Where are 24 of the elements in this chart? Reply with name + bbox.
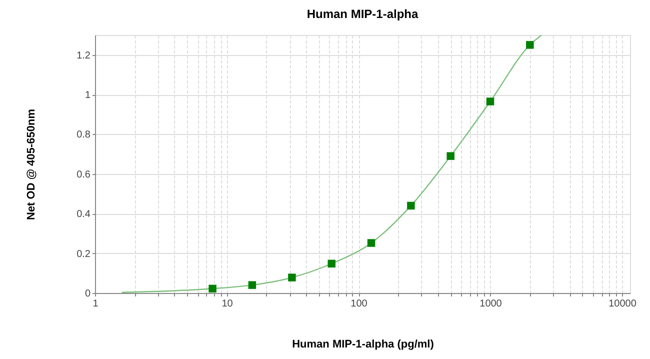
point: [208, 284, 216, 293]
y-tick-label: 0: [84, 288, 91, 300]
point: [328, 260, 336, 268]
point: [248, 281, 256, 289]
x-axis-title: Human MIP-1-alpha (pg/ml): [292, 338, 434, 350]
point: [367, 239, 376, 247]
chart-title: Human MIP-1-alpha: [306, 7, 418, 21]
point: [486, 98, 494, 106]
y-tick-label: 0.4: [76, 209, 91, 220]
point: [407, 202, 415, 210]
y-tick-label: 0.2: [76, 248, 91, 260]
y-tick-label: 0.8: [76, 130, 91, 141]
point: [446, 152, 454, 160]
x-tick-label: 1: [92, 298, 99, 310]
x-tick-label: 1000: [480, 298, 502, 310]
x-tick-label: 100: [350, 298, 368, 310]
x-tick-label: 10: [222, 298, 234, 310]
point: [526, 41, 534, 49]
x-tick-label: 10000: [608, 298, 637, 310]
y-tick-label: 1: [84, 90, 91, 102]
point: [288, 274, 296, 282]
y-axis-title: Net OD @ 405-650nm: [26, 108, 38, 220]
y-tick-label: 1.2: [76, 50, 91, 62]
y-tick-label: 0.6: [76, 169, 91, 180]
